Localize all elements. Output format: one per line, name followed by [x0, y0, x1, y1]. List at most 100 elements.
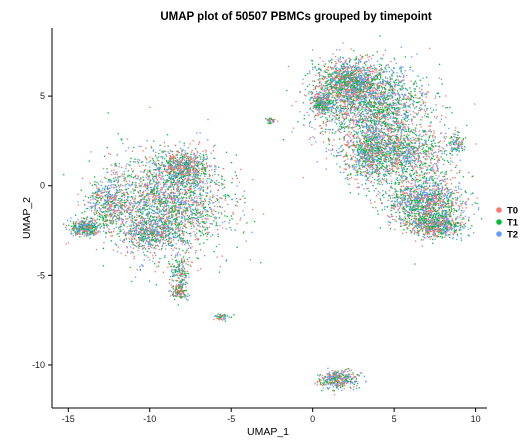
cell-point: [185, 163, 187, 166]
cell-point: [113, 205, 115, 207]
cell-point: [146, 238, 149, 240]
cell-point: [84, 195, 87, 197]
cell-point: [146, 192, 148, 195]
cell-point: [160, 197, 162, 200]
cell-point: [104, 195, 106, 197]
cell-point: [163, 179, 165, 181]
cell-point: [83, 226, 85, 228]
cell-point: [186, 270, 188, 272]
cell-point: [131, 251, 133, 253]
cell-point: [235, 197, 238, 200]
cell-point: [187, 207, 189, 209]
cell-point: [175, 280, 177, 282]
cell-point: [77, 231, 80, 233]
cell-point: [133, 216, 135, 219]
cell-point: [106, 197, 109, 199]
cell-point: [132, 171, 134, 173]
cell-point: [235, 154, 237, 156]
cell-point: [202, 194, 204, 196]
cell-point: [175, 225, 178, 227]
cell-point: [181, 213, 183, 215]
cell-point: [134, 184, 136, 186]
cell-point: [145, 157, 147, 159]
cell-point: [99, 223, 101, 225]
cell-point: [365, 69, 367, 71]
cell-point: [110, 181, 112, 183]
cell-point: [246, 222, 248, 224]
cell-point: [155, 233, 157, 235]
cell-point: [133, 257, 135, 260]
cell-point: [204, 222, 207, 225]
cell-point: [110, 231, 113, 233]
cell-point: [203, 206, 205, 208]
cell-point: [92, 192, 94, 194]
cell-point: [218, 201, 220, 203]
cell-point: [324, 87, 326, 89]
cell-point: [107, 181, 109, 183]
cell-point: [157, 261, 159, 263]
cell-point: [125, 191, 127, 193]
cell-point: [183, 210, 185, 212]
cell-point: [96, 195, 98, 197]
cell-point: [148, 213, 150, 215]
cell-point: [340, 87, 342, 89]
cell-point: [213, 209, 215, 211]
cell-point: [159, 209, 161, 211]
cell-point: [190, 247, 192, 250]
cell-point: [151, 206, 153, 208]
cell-point: [183, 169, 185, 171]
cell-point: [206, 215, 209, 217]
cell-point: [182, 262, 184, 264]
cell-point: [168, 186, 171, 188]
cell-point: [146, 206, 148, 208]
cell-point: [115, 199, 117, 201]
cell-point: [120, 204, 122, 206]
cell-point: [171, 151, 174, 153]
cell-point: [80, 229, 82, 231]
cell-point: [195, 223, 197, 225]
cell-point: [172, 249, 174, 251]
cell-point: [107, 195, 109, 197]
cell-point: [335, 69, 338, 71]
cell-point: [355, 56, 357, 58]
cell-point: [249, 259, 251, 261]
cell-point: [339, 84, 341, 86]
cell-point: [110, 164, 113, 166]
cell-point: [79, 221, 81, 223]
cell-point: [76, 230, 78, 232]
cell-point: [177, 198, 179, 200]
cell-point: [148, 221, 150, 223]
cell-point: [97, 197, 99, 199]
cell-point: [106, 214, 108, 216]
cell-point: [130, 174, 133, 176]
cell-point: [103, 191, 106, 194]
cell-point: [153, 181, 155, 183]
cell-point: [152, 158, 154, 160]
cell-point: [182, 249, 184, 252]
cell-point: [157, 201, 159, 203]
cell-point: [123, 238, 125, 241]
cell-point: [192, 202, 194, 204]
cell-point: [341, 82, 343, 84]
cell-point: [139, 238, 141, 240]
cell-point: [144, 184, 146, 187]
cell-point: [171, 209, 174, 212]
cell-point: [219, 197, 221, 199]
cell-point: [76, 227, 79, 229]
cell-point: [73, 226, 75, 228]
cell-point: [184, 210, 186, 212]
cell-point: [209, 166, 211, 168]
cell-point: [127, 182, 129, 185]
cell-point: [204, 214, 207, 216]
cell-point: [140, 230, 142, 232]
cell-point: [177, 263, 179, 265]
cell-point: [122, 232, 125, 234]
cell-point: [148, 176, 150, 178]
cell-point: [94, 206, 96, 209]
cell-point: [204, 217, 206, 220]
cell-point: [338, 85, 341, 87]
cell-point: [178, 234, 180, 237]
cell-point: [118, 175, 120, 178]
cell-point: [179, 238, 181, 240]
cell-point: [124, 206, 127, 208]
